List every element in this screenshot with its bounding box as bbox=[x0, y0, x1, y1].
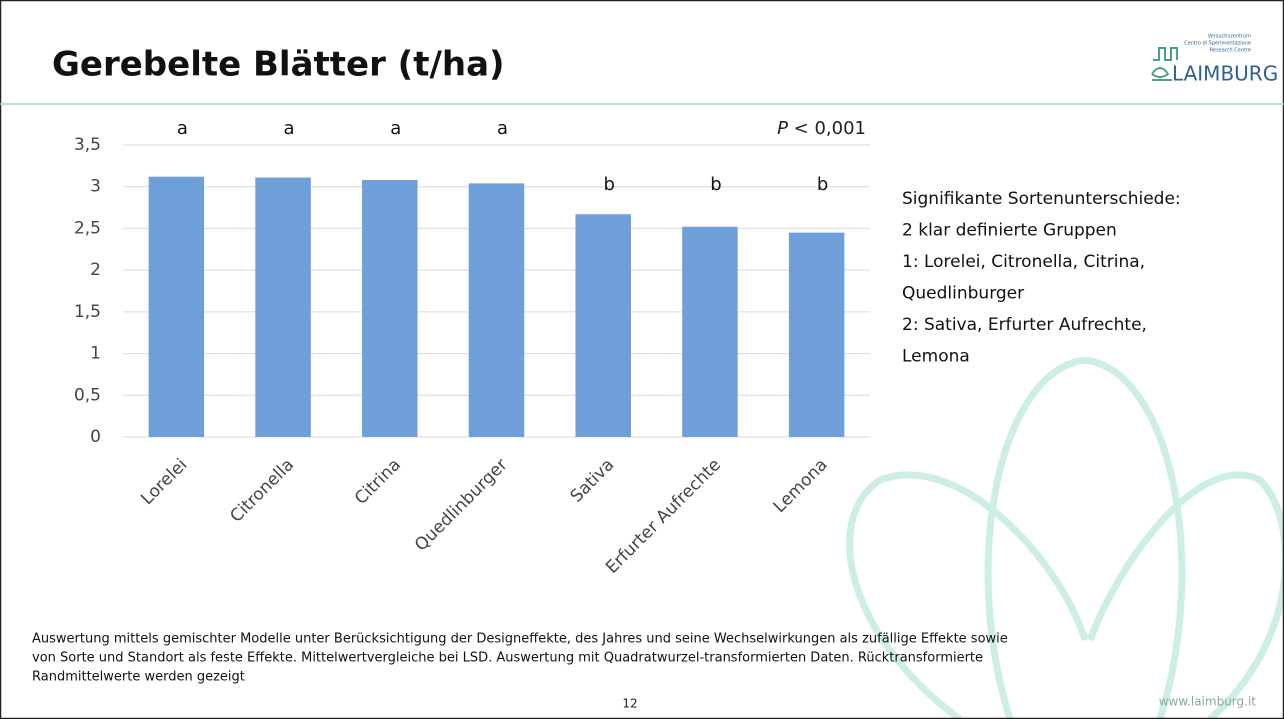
side-note: Signifikante Sortenunterschiede: bbox=[902, 189, 1181, 209]
x-tick-label: Lorelei bbox=[137, 455, 191, 509]
x-tick-label: Citronella bbox=[226, 455, 298, 527]
x-tick-label: Erfurter Aufrechte bbox=[602, 455, 725, 578]
y-tick-label: 2 bbox=[90, 260, 101, 280]
side-note: Quedlinburger bbox=[902, 284, 1024, 304]
group-label: a bbox=[177, 118, 188, 139]
logo: LAIMBURG Versuchszentrum Centro di Speri… bbox=[1152, 34, 1278, 86]
y-tick-label: 0,5 bbox=[74, 385, 101, 405]
logo-line: Centro di Sperimentazione bbox=[1184, 41, 1251, 47]
footnote: Auswertung mittels gemischter Modelle un… bbox=[32, 632, 1008, 647]
bar bbox=[469, 183, 524, 437]
y-tick-label: 1 bbox=[90, 344, 101, 364]
page-number: 12 bbox=[622, 697, 637, 711]
x-tick-label: Citrina bbox=[351, 455, 405, 509]
logo-name: LAIMBURG bbox=[1172, 62, 1278, 86]
slide: Gerebelte Blätter (t/ha) LAIMBURG Versuc… bbox=[0, 0, 1284, 719]
footnote: Randmittelwerte werden gezeigt bbox=[32, 670, 245, 685]
x-tick-label: Lemona bbox=[770, 455, 832, 517]
bar bbox=[789, 233, 844, 437]
logo-line: Versuchszentrum bbox=[1208, 34, 1252, 40]
slide-title: Gerebelte Blätter (t/ha) bbox=[52, 45, 505, 85]
side-note: 2: Sativa, Erfurter Aufrechte, bbox=[902, 315, 1147, 335]
group-label: b bbox=[817, 174, 828, 195]
group-label: b bbox=[603, 174, 614, 195]
y-tick-label: 3,5 bbox=[74, 135, 101, 155]
p-value: P < 0,001 bbox=[777, 118, 866, 139]
group-label: a bbox=[497, 118, 508, 139]
p-value-text: < 0,001 bbox=[794, 118, 866, 139]
side-note: 1: Lorelei, Citronella, Citrina, bbox=[902, 252, 1145, 272]
x-tick-label: Quedlinburger bbox=[411, 455, 512, 556]
y-tick-label: 1,5 bbox=[74, 302, 101, 322]
logo-line: Research Centre bbox=[1210, 48, 1251, 54]
y-tick-label: 0 bbox=[90, 427, 101, 447]
x-tick-label: Sativa bbox=[567, 455, 619, 507]
bar bbox=[362, 180, 417, 437]
bar bbox=[575, 214, 630, 437]
group-label: a bbox=[390, 118, 401, 139]
bar bbox=[682, 227, 737, 437]
group-label: a bbox=[284, 118, 295, 139]
group-label: b bbox=[710, 174, 721, 195]
y-tick-label: 3 bbox=[90, 177, 101, 197]
bar bbox=[149, 177, 204, 437]
footnote: von Sorte und Standort als feste Effekte… bbox=[32, 651, 983, 666]
side-note: Lemona bbox=[902, 347, 970, 367]
p-symbol: P bbox=[777, 118, 788, 139]
website: www.laimburg.it bbox=[1159, 695, 1257, 709]
side-note: 2 klar definierte Gruppen bbox=[902, 221, 1117, 241]
bar bbox=[255, 178, 310, 437]
y-tick-label: 2,5 bbox=[74, 218, 101, 238]
